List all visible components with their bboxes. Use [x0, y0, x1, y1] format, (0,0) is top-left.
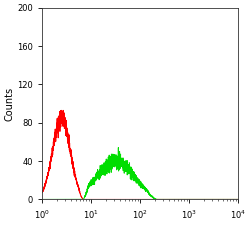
Y-axis label: Counts: Counts — [4, 86, 14, 121]
